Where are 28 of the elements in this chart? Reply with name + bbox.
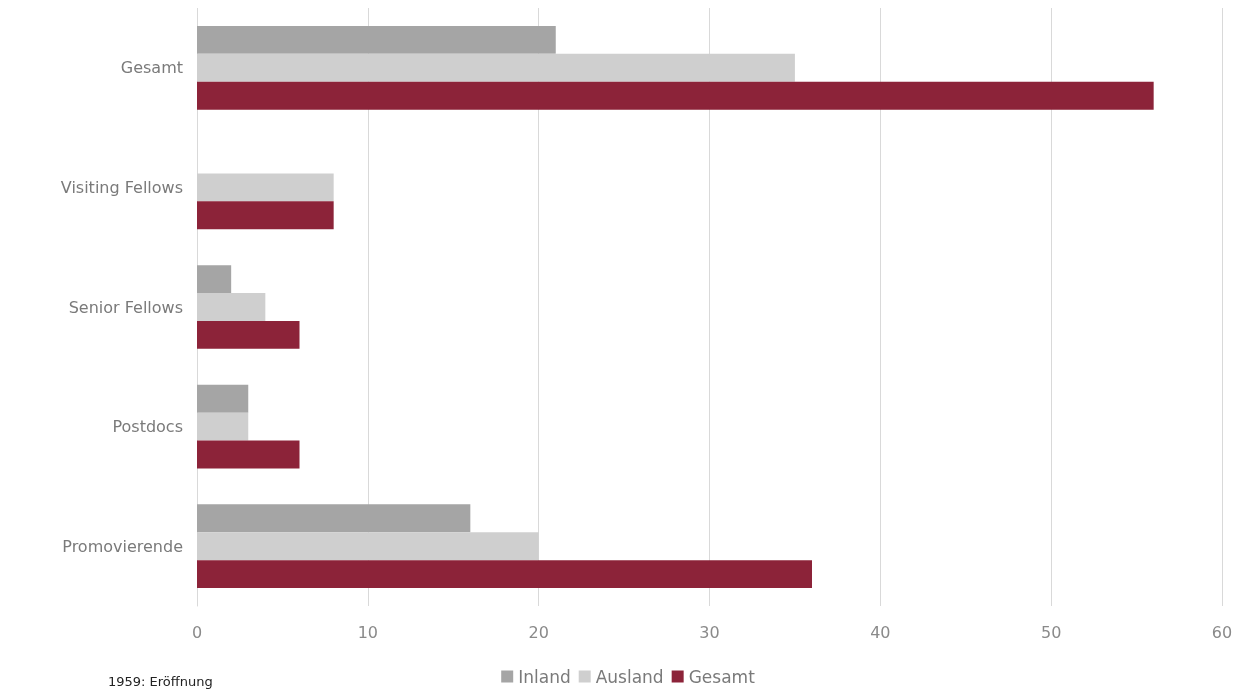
bar [197, 320, 300, 349]
x-tick-label: 10 [357, 622, 379, 642]
x-tick-label: 50 [1040, 622, 1062, 642]
y-tick-label: Visiting Fellows [60, 177, 183, 197]
bar [197, 173, 334, 202]
x-tick-label: 40 [870, 622, 891, 642]
x-tick-label: 30 [699, 622, 720, 642]
x-tick-label: 0 [191, 622, 203, 642]
legend-label: Inland [518, 666, 571, 687]
y-tick-label: Postdocs [112, 417, 183, 437]
bar [197, 265, 232, 294]
bar [197, 25, 556, 54]
bar [197, 81, 1154, 110]
y-tick-label: Senior Fellows [68, 297, 183, 317]
bar [197, 201, 334, 230]
y-tick-label: Promovierende [62, 536, 183, 556]
bar [197, 384, 249, 413]
legend-label: Ausland [595, 666, 664, 687]
bar [197, 412, 249, 441]
text: 1959: Eröffnung [108, 674, 213, 689]
x-tick-label: 20 [528, 622, 549, 642]
bar [197, 293, 266, 321]
x-tick-label: 60 [1211, 622, 1233, 642]
legend-label: Gesamt [688, 666, 756, 687]
bar [197, 504, 471, 533]
bar [197, 440, 300, 469]
y-tick-label: Gesamt [120, 58, 183, 78]
bar [197, 560, 812, 589]
